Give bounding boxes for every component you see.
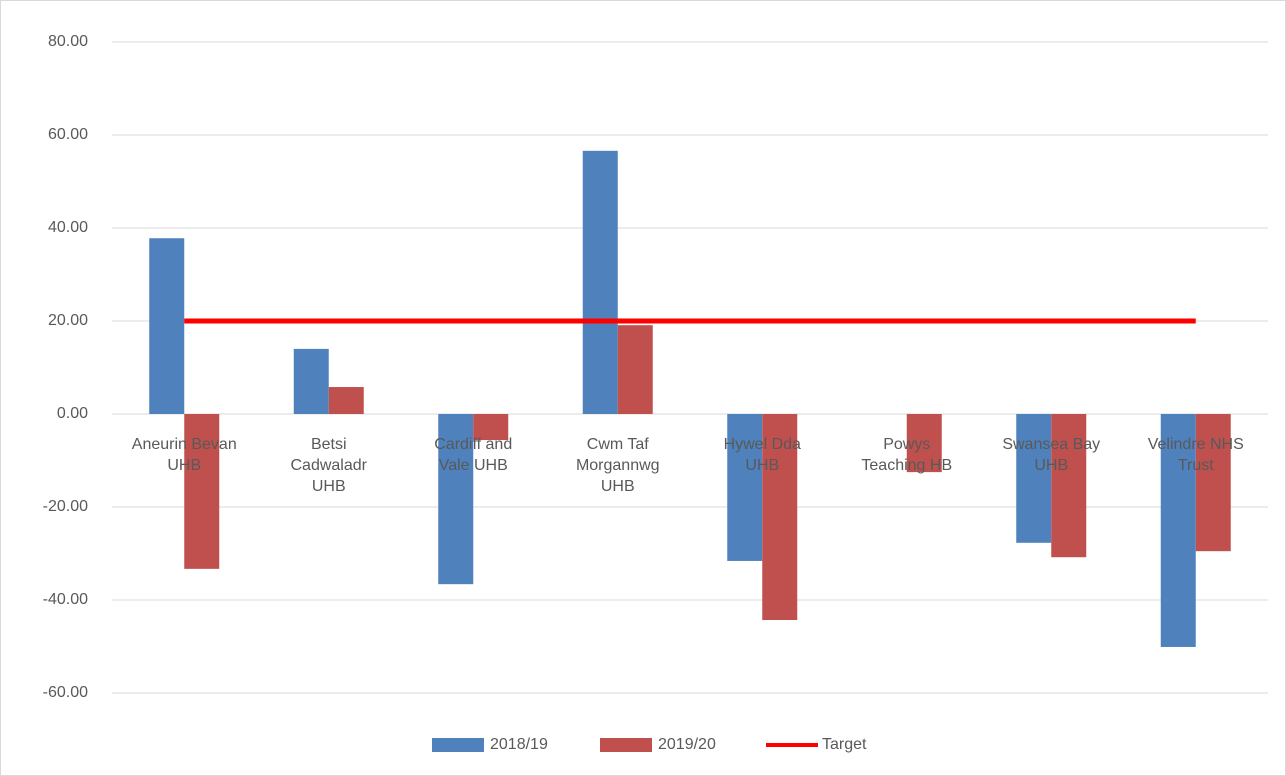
legend-label: 2018/19 [490, 736, 548, 753]
y-tick-label: -20.00 [43, 498, 88, 515]
legend-label: Target [822, 736, 867, 753]
bar [617, 325, 653, 414]
legend-swatch [432, 738, 484, 752]
bar [1051, 414, 1087, 558]
y-tick-label: 20.00 [48, 312, 88, 329]
bar [184, 414, 220, 569]
y-tick-label: 80.00 [48, 33, 88, 50]
bar [438, 414, 474, 585]
bar [293, 348, 329, 414]
bar [762, 414, 798, 620]
bar [149, 238, 185, 414]
x-tick-label: Velindre NHS Trust [1147, 436, 1244, 474]
bar [1016, 414, 1052, 543]
x-tick-label: Powys Teaching HB [861, 436, 953, 474]
x-tick-label: Aneurin Bevan UHB [131, 436, 237, 474]
bar [473, 414, 509, 441]
x-tick-label: Cardiff and Vale UHB [434, 436, 513, 474]
bar [906, 414, 942, 473]
bar [328, 387, 364, 414]
bar [1160, 414, 1196, 647]
y-tick-label: 60.00 [48, 126, 88, 143]
x-tick-label: Hywel Dda UHB [723, 436, 801, 474]
legend-label: 2019/20 [658, 736, 716, 753]
legend-swatch [600, 738, 652, 752]
x-tick-label: Betsi Cadwaladr UHB [290, 436, 367, 495]
y-tick-label: 0.00 [57, 405, 88, 422]
y-tick-label: -40.00 [43, 591, 88, 608]
y-tick-label: -60.00 [43, 684, 88, 701]
bar [1195, 414, 1231, 552]
x-tick-label: Swansea Bay UHB [1002, 436, 1101, 474]
x-tick-label: Cwm Taf Morgannwg UHB [575, 436, 660, 495]
y-tick-label: 40.00 [48, 219, 88, 236]
bar [727, 414, 763, 561]
bar [582, 150, 618, 414]
